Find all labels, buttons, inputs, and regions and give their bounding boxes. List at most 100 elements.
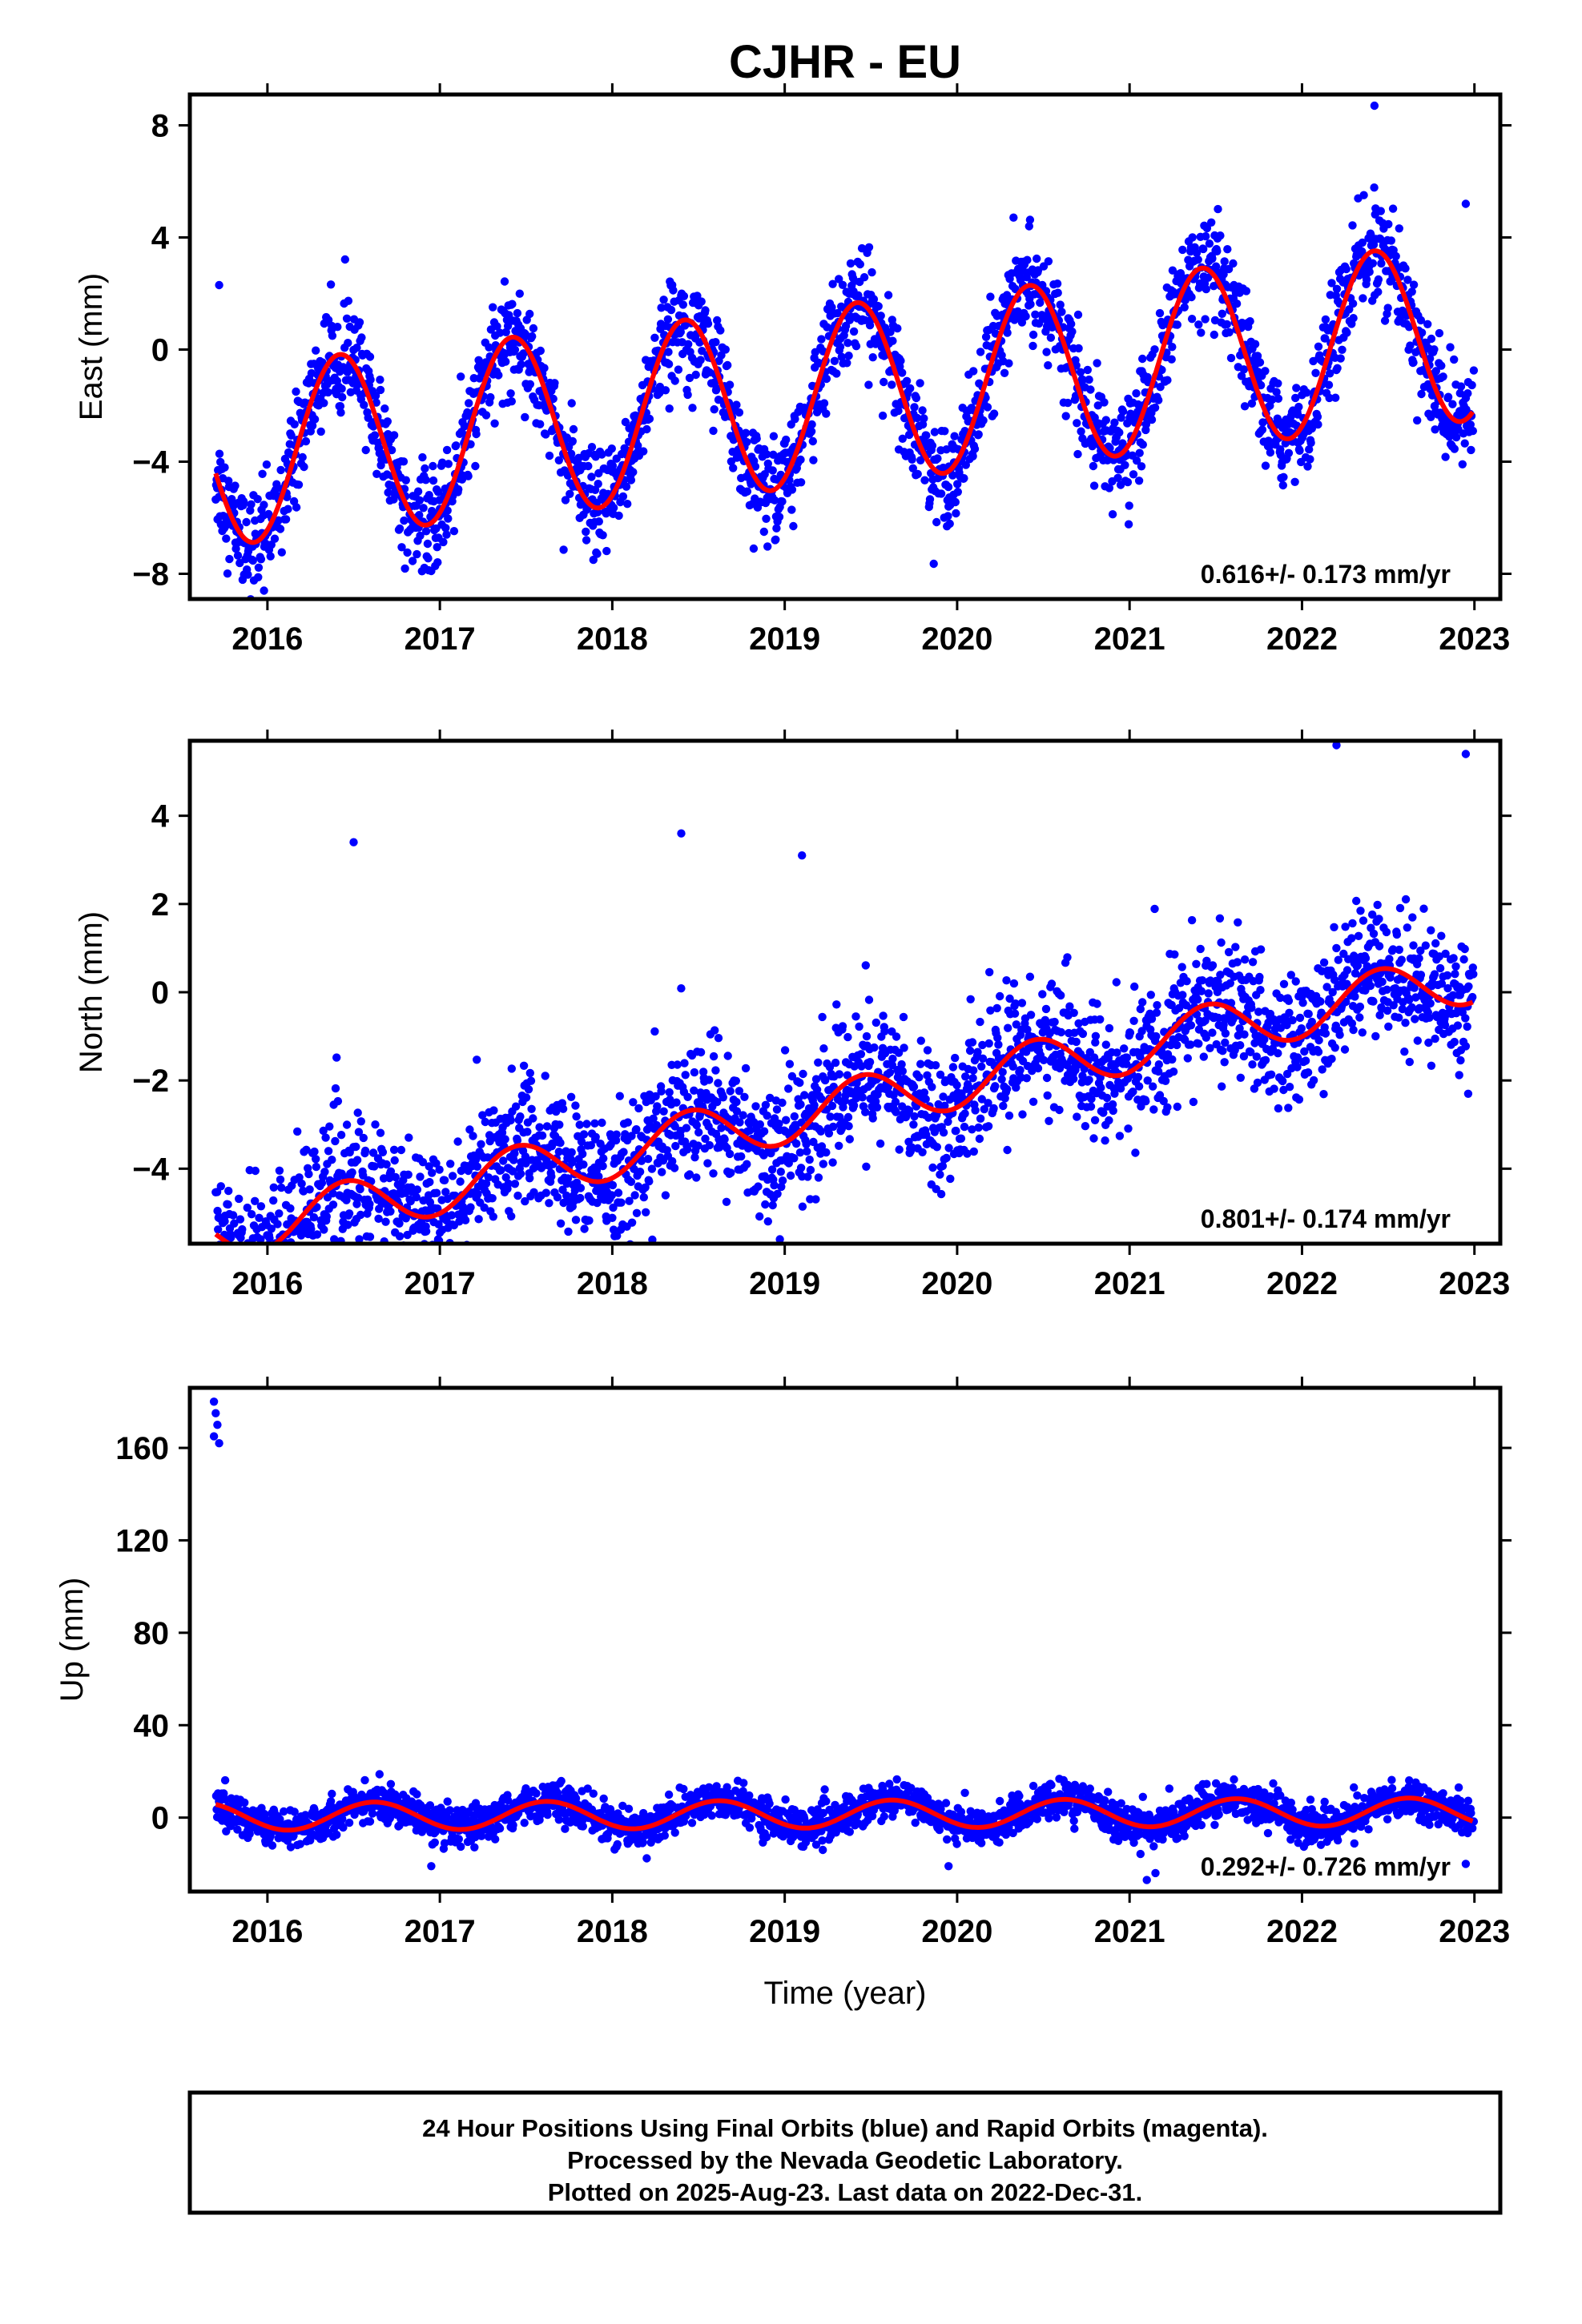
data-point [664,348,673,356]
data-point [613,1232,622,1240]
data-point [602,546,611,556]
x-tick-label: 2019 [749,1266,820,1301]
data-point [1293,1063,1302,1072]
data-point [898,1067,908,1076]
data-point [366,375,375,384]
data-point [837,352,847,361]
data-point [989,1104,998,1113]
data-point [365,1232,375,1241]
data-point [1149,1082,1157,1091]
data-point [619,1148,628,1156]
data-point [1282,1020,1291,1030]
data-point [609,1225,618,1234]
data-point [212,1244,220,1252]
data-point [1089,1134,1098,1143]
data-point [816,1127,825,1136]
data-point [1125,1028,1135,1037]
data-point [561,496,570,505]
data-point [214,1225,223,1234]
data-point [372,469,381,478]
data-point [1382,927,1391,937]
data-point [1100,398,1109,407]
data-point [608,461,618,470]
data-point [1285,1083,1294,1092]
data-point [1370,183,1379,192]
data-point [650,1027,659,1036]
data-point [258,469,267,478]
data-point [529,1188,538,1197]
x-tick-label: 2016 [231,1266,303,1301]
data-point [578,1149,587,1159]
data-point [951,497,960,507]
data-point [642,1208,650,1217]
data-point [1330,1043,1339,1052]
data-point [1133,1072,1143,1082]
data-point [493,322,501,331]
data-point [296,1245,304,1253]
data-point [356,1117,365,1126]
data-point [622,482,631,491]
data-point [1409,280,1419,289]
data-point [562,1191,571,1200]
data-point [1138,354,1147,364]
data-point [485,343,493,352]
data-point [433,558,442,567]
data-point [1152,1031,1161,1041]
data-point [418,1158,428,1167]
data-point [1351,992,1359,1001]
data-point [664,360,674,368]
data-point [1130,982,1139,991]
data-point [1086,385,1095,394]
data-point [843,1032,852,1042]
data-point [421,476,430,485]
data-point [735,1087,744,1096]
data-point [389,1145,399,1155]
data-point [1194,995,1202,1004]
data-point [1239,365,1249,374]
data-point [1041,1004,1051,1014]
data-point [245,1253,253,1261]
data-point [376,385,385,395]
data-point [1208,1028,1217,1037]
data-point [971,1106,980,1115]
data-point [1078,1029,1088,1039]
data-point [961,1072,970,1081]
data-point [1250,1039,1259,1047]
data-point [272,480,281,489]
data-point [1307,424,1317,433]
data-point [910,1112,919,1121]
data-point [235,1248,244,1256]
data-point [894,406,903,416]
data-point [1328,987,1337,997]
data-point [984,1099,992,1108]
data-point [830,356,839,365]
data-point [253,495,262,504]
data-point [293,1127,302,1136]
data-point [1285,1008,1294,1018]
data-point [1156,383,1165,392]
data-point [1219,1020,1228,1029]
data-point [787,1072,797,1081]
data-point [582,536,591,545]
data-point [273,1220,282,1228]
data-point [488,1194,497,1203]
data-point [319,1126,328,1136]
data-point [519,1061,529,1071]
data-point [378,1148,388,1157]
data-point [622,1248,630,1256]
data-point [1247,399,1257,408]
chart-title: CJHR - EU [729,36,961,88]
data-point [952,1080,961,1090]
data-point [1369,997,1378,1006]
data-point [464,472,473,480]
data-point [763,542,772,551]
data-point [298,452,307,462]
data-point [968,1125,976,1134]
data-point [1261,461,1270,470]
data-point [1368,910,1377,919]
data-point [665,1088,674,1097]
data-point [1321,334,1330,343]
data-point [1290,477,1299,486]
data-point [1091,1031,1101,1041]
data-point [892,1108,900,1116]
